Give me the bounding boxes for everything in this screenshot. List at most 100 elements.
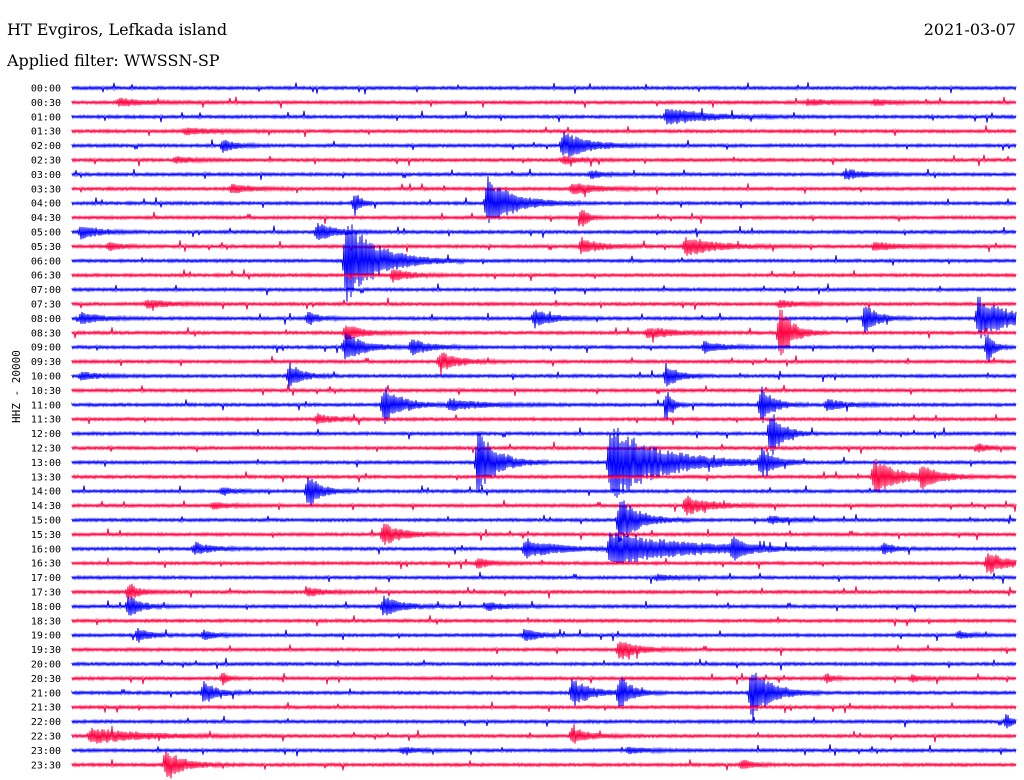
- row-time-label: 21:00: [31, 688, 61, 699]
- row-time-label: 12:30: [31, 444, 61, 455]
- trace-row-0330: [71, 183, 1017, 198]
- trace-row-0800: [71, 296, 1017, 339]
- row-time-label: 06:30: [31, 271, 61, 282]
- trace-row-1630: [71, 553, 1017, 574]
- row-time-label: 10:00: [31, 372, 61, 383]
- trace-row-0900: [71, 332, 1017, 362]
- row-time-label: 09:00: [31, 343, 61, 354]
- trace-row-1930: [71, 641, 1017, 660]
- trace-row-1700: [71, 571, 1017, 584]
- trace-row-0700: [71, 283, 1017, 296]
- trace-row-1000: [71, 362, 1017, 390]
- trace-row-1400: [71, 477, 1017, 506]
- row-time-label: 16:30: [31, 559, 61, 570]
- row-time-label: 07:00: [31, 285, 61, 296]
- row-time-label: 17:30: [31, 588, 61, 599]
- trace-row-1600: [71, 532, 1017, 565]
- trace-row-0200: [71, 131, 1017, 157]
- row-time-label: 14:00: [31, 487, 61, 498]
- row-time-label: 11:30: [31, 415, 61, 426]
- trace-row-0400: [71, 176, 1017, 224]
- row-time-label: 00:00: [31, 84, 61, 95]
- trace-row-2230: [71, 724, 1017, 744]
- row-time-label: 18:00: [31, 602, 61, 613]
- row-time-label: 02:00: [31, 141, 61, 152]
- row-time-label: 23:00: [31, 746, 61, 757]
- row-time-label: 12:00: [31, 429, 61, 440]
- trace-row-0000: [71, 82, 1017, 95]
- filter-label: Applied filter: WWSSN-SP: [7, 51, 220, 70]
- row-time-label: 21:30: [31, 703, 61, 714]
- row-time-label: 04:00: [31, 199, 61, 210]
- trace-row-0630: [71, 269, 1017, 283]
- date-label: 2021-03-07: [923, 20, 1016, 39]
- trace-row-2300: [71, 744, 1017, 757]
- row-time-label: 03:00: [31, 170, 61, 181]
- trace-row-0930: [71, 352, 1017, 375]
- row-time-label: 13:30: [31, 472, 61, 483]
- trace-row-1330: [71, 458, 1017, 493]
- row-time-label: 09:30: [31, 357, 61, 368]
- station-title: HT Evgiros, Lefkada island: [7, 20, 228, 39]
- row-time-label: 00:30: [31, 98, 61, 109]
- row-time-label: 18:30: [31, 616, 61, 627]
- trace-row-0430: [71, 209, 1017, 227]
- row-time-label: 19:30: [31, 645, 61, 656]
- trace-row-2130: [71, 701, 1017, 714]
- trace-row-1230: [71, 441, 1017, 454]
- row-time-label: 20:30: [31, 674, 61, 685]
- trace-row-0730: [71, 297, 1017, 311]
- trace-row-0100: [71, 108, 1017, 125]
- trace-row-0830: [71, 309, 1017, 356]
- trace-row-0500: [71, 222, 1017, 241]
- row-time-label: 11:00: [31, 400, 61, 411]
- row-time-label: 01:00: [31, 112, 61, 123]
- row-time-label: 10:30: [31, 386, 61, 397]
- trace-row-1130: [71, 413, 1017, 425]
- row-time-label: 05:30: [31, 242, 61, 253]
- row-time-label: 15:00: [31, 516, 61, 527]
- row-time-label: 23:30: [31, 760, 61, 771]
- row-time-label: 08:00: [31, 314, 61, 325]
- trace-row-2330: [71, 751, 1017, 779]
- row-time-label: 19:00: [31, 631, 61, 642]
- trace-row-1030: [71, 384, 1017, 396]
- row-time-label: 22:00: [31, 717, 61, 728]
- trace-row-2100: [71, 672, 1017, 722]
- trace-row-0130: [71, 125, 1017, 137]
- trace-row-0030: [71, 96, 1017, 109]
- trace-row-0530: [71, 237, 1017, 256]
- row-time-label: 08:30: [31, 328, 61, 339]
- row-time-label: 17:00: [31, 573, 61, 584]
- row-time-label: 14:30: [31, 501, 61, 512]
- row-time-label: 22:30: [31, 732, 61, 743]
- row-time-label: 07:30: [31, 300, 61, 311]
- row-time-label: 04:30: [31, 213, 61, 224]
- trace-row-1300: [71, 427, 1017, 498]
- trace-row-1800: [71, 595, 1017, 616]
- trace-row-1500: [71, 500, 1017, 543]
- row-time-label: 13:00: [31, 458, 61, 469]
- trace-row-0230: [71, 154, 1017, 167]
- row-time-label: 03:30: [31, 184, 61, 195]
- trace-row-1200: [71, 414, 1017, 455]
- trace-row-1100: [71, 386, 1017, 424]
- trace-row-2200: [71, 714, 1017, 729]
- trace-row-1730: [71, 583, 1017, 600]
- trace-row-1430: [71, 495, 1017, 516]
- trace-row-1830: [71, 615, 1017, 627]
- trace-row-0300: [71, 168, 1017, 180]
- row-time-label: 01:30: [31, 127, 61, 138]
- trace-row-2030: [71, 672, 1017, 686]
- trace-row-1530: [71, 523, 1017, 545]
- trace-row-2000: [71, 657, 1017, 671]
- row-time-label: 16:00: [31, 544, 61, 555]
- row-time-label: 02:30: [31, 156, 61, 167]
- trace-row-1900: [71, 627, 1017, 643]
- row-time-label: 20:00: [31, 660, 61, 671]
- row-time-label: 15:30: [31, 530, 61, 541]
- row-time-label: 06:00: [31, 256, 61, 267]
- trace-row-0600: [71, 224, 1017, 302]
- row-time-label: 05:00: [31, 228, 61, 239]
